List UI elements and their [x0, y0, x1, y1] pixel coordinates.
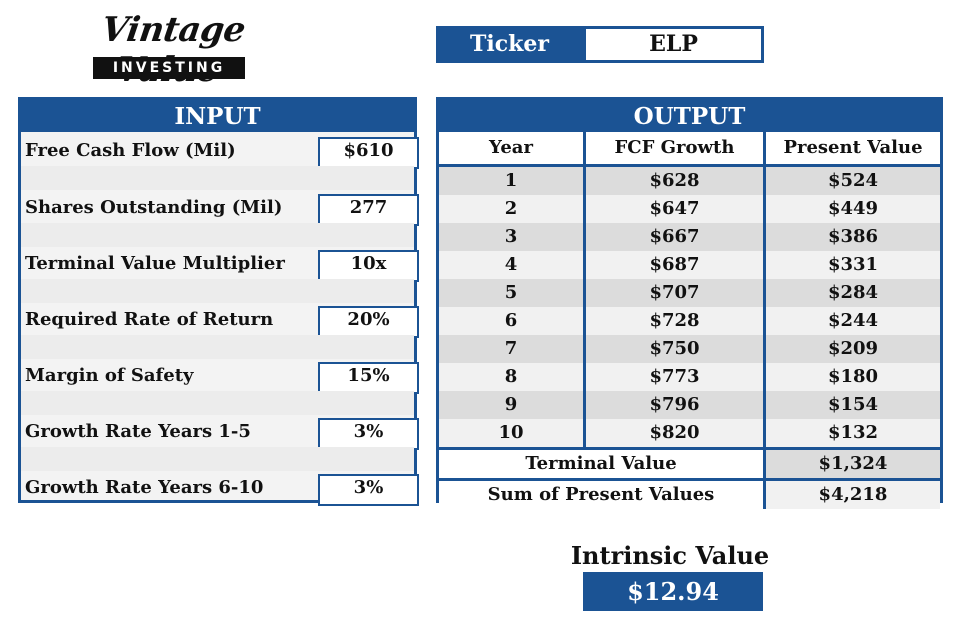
- fcf-growth-cell: $773: [586, 363, 763, 391]
- logo-band: INVESTING: [93, 57, 245, 79]
- table-row: 4 $687 $331: [439, 251, 940, 279]
- input-row-spacer: [21, 223, 414, 247]
- intrinsic-value: $12.94: [583, 572, 763, 611]
- column-header-fcf-growth: FCF Growth: [586, 132, 763, 164]
- present-value-cell: $154: [766, 391, 940, 419]
- year-cell: 2: [439, 195, 583, 223]
- present-value-cell: $284: [766, 279, 940, 307]
- year-cell: 10: [439, 419, 583, 447]
- year-cell: 3: [439, 223, 583, 251]
- input-label: Free Cash Flow (Mil): [25, 140, 236, 161]
- present-value-cell: $209: [766, 335, 940, 363]
- year-cell: 5: [439, 279, 583, 307]
- year-cell: 7: [439, 335, 583, 363]
- input-label: Growth Rate Years 1-5: [25, 421, 251, 442]
- fcf-growth-cell: $820: [586, 419, 763, 447]
- input-label: Margin of Safety: [25, 365, 194, 386]
- output-panel-title: OUTPUT: [439, 100, 940, 132]
- table-row: 10 $820 $132: [439, 419, 940, 447]
- fcf-growth-cell: $728: [586, 307, 763, 335]
- input-row-spacer: [21, 335, 414, 359]
- fcf-growth-cell: $750: [586, 335, 763, 363]
- input-value-field[interactable]: 20%: [318, 306, 419, 338]
- row-divider: [439, 447, 940, 450]
- input-row-spacer: [21, 166, 414, 190]
- present-value-cell: $524: [766, 167, 940, 195]
- input-panel: INPUT Free Cash Flow (Mil) $610 Shares Out…: [18, 97, 419, 506]
- terminal-value-label: Terminal Value: [439, 450, 763, 478]
- sum-present-values-label: Sum of Present Values: [439, 481, 763, 509]
- present-value-cell: $449: [766, 195, 940, 223]
- input-row-spacer: [21, 391, 414, 415]
- input-value-field[interactable]: 10x: [318, 250, 419, 282]
- input-row-spacer: [21, 447, 414, 471]
- input-label: Shares Outstanding (Mil): [25, 197, 283, 218]
- table-row: 5 $707 $284: [439, 279, 940, 307]
- year-cell: 1: [439, 167, 583, 195]
- input-panel-title: INPUT: [21, 100, 414, 132]
- table-row: 9 $796 $154: [439, 391, 940, 419]
- input-value-field[interactable]: $610: [318, 137, 419, 169]
- column-divider: [763, 132, 766, 509]
- table-row: 7 $750 $209: [439, 335, 940, 363]
- fcf-growth-cell: $796: [586, 391, 763, 419]
- present-value-cell: $132: [766, 419, 940, 447]
- terminal-value: $1,324: [766, 450, 940, 478]
- input-row-spacer: [21, 279, 414, 303]
- table-row: 6 $728 $244: [439, 307, 940, 335]
- sum-present-values: $4,218: [766, 481, 940, 509]
- input-value-field[interactable]: 3%: [318, 474, 419, 506]
- present-value-cell: $386: [766, 223, 940, 251]
- input-label: Growth Rate Years 6-10: [25, 477, 264, 498]
- input-label: Terminal Value Multiplier: [25, 253, 285, 274]
- row-divider: [439, 478, 940, 481]
- column-divider: [583, 132, 586, 447]
- intrinsic-value-label: Intrinsic Value: [570, 541, 770, 570]
- fcf-growth-cell: $707: [586, 279, 763, 307]
- year-cell: 8: [439, 363, 583, 391]
- row-divider: [439, 164, 940, 167]
- column-header-present-value: Present Value: [766, 132, 940, 164]
- fcf-growth-cell: $647: [586, 195, 763, 223]
- output-table-header: Year FCF Growth Present Value: [439, 132, 940, 164]
- table-row: 3 $667 $386: [439, 223, 940, 251]
- present-value-cell: $180: [766, 363, 940, 391]
- input-value-field[interactable]: 277: [318, 194, 419, 226]
- output-panel: OUTPUT Year FCF Growth Present Value 1 $6…: [436, 97, 943, 509]
- logo: Vintage Value INVESTING: [48, 10, 293, 90]
- input-value-field[interactable]: 15%: [318, 362, 419, 394]
- present-value-cell: $244: [766, 307, 940, 335]
- table-row: 2 $647 $449: [439, 195, 940, 223]
- table-row: 8 $773 $180: [439, 363, 940, 391]
- year-cell: 4: [439, 251, 583, 279]
- input-label: Required Rate of Return: [25, 309, 274, 330]
- ticker-input[interactable]: ELP: [583, 26, 764, 63]
- year-cell: 6: [439, 307, 583, 335]
- fcf-growth-cell: $628: [586, 167, 763, 195]
- column-header-year: Year: [439, 132, 583, 164]
- table-row: 1 $628 $524: [439, 167, 940, 195]
- ticker-label: Ticker: [436, 26, 583, 63]
- present-value-cell: $331: [766, 251, 940, 279]
- input-value-field[interactable]: 3%: [318, 418, 419, 450]
- fcf-growth-cell: $667: [586, 223, 763, 251]
- fcf-growth-cell: $687: [586, 251, 763, 279]
- year-cell: 9: [439, 391, 583, 419]
